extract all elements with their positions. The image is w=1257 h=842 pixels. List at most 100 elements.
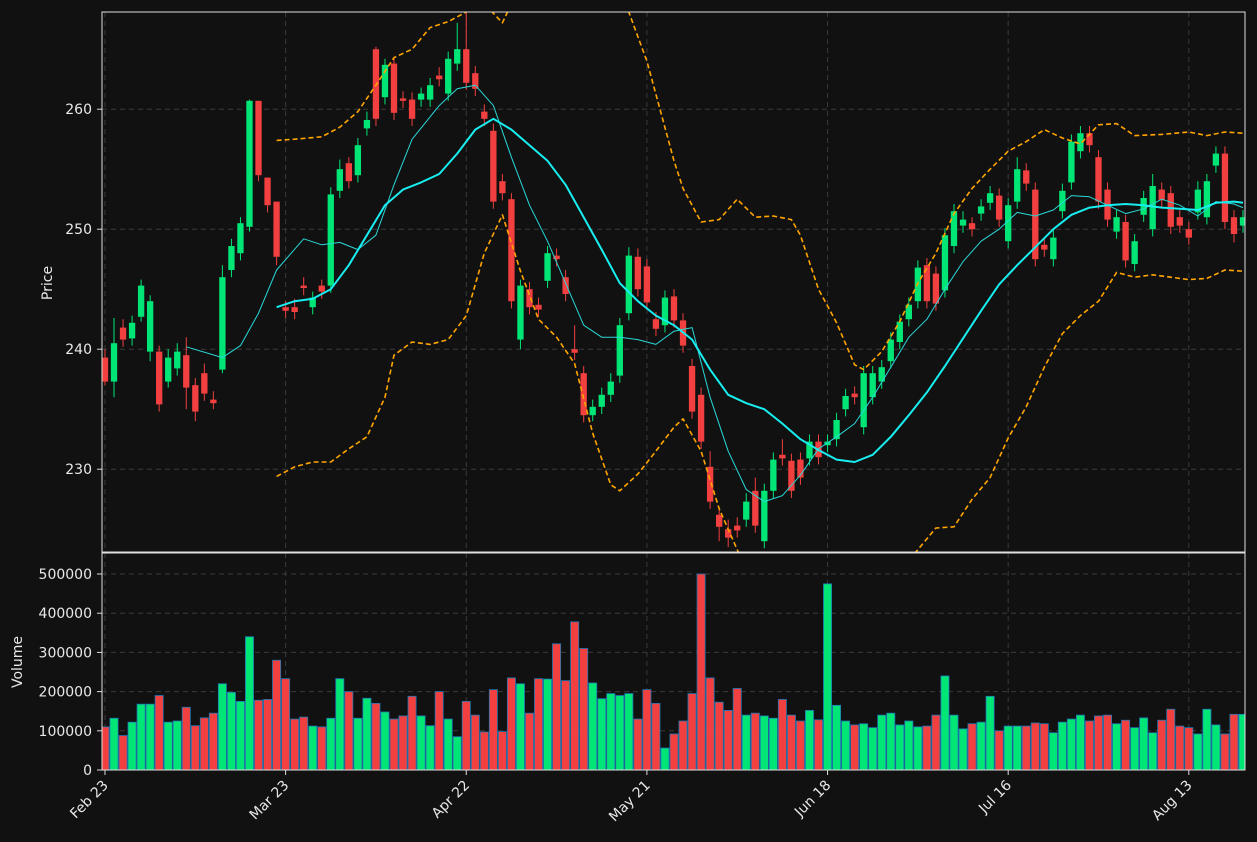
candle-body [779, 454, 786, 459]
candle-body [860, 373, 867, 428]
volume-bar [389, 718, 399, 770]
candle-body [1185, 229, 1192, 238]
candle-body [544, 253, 551, 281]
volume-bar [290, 718, 300, 770]
candle-body [806, 441, 813, 459]
candle-body [625, 255, 632, 314]
volume-bar [786, 714, 796, 770]
volume-bar [217, 683, 227, 770]
volume-bar [461, 701, 471, 770]
volume-bar [118, 735, 128, 770]
volume-bar [931, 714, 941, 770]
candle-body [381, 64, 389, 98]
volume-bar [1030, 722, 1040, 770]
volume-bar [1039, 723, 1049, 770]
candle-body [1095, 157, 1102, 202]
volume-bar [281, 678, 291, 770]
line-series [276, 12, 1244, 371]
volume-bar [263, 699, 273, 770]
candle-body [743, 501, 750, 520]
candle-body [102, 357, 109, 382]
y-tick-label: 300000 [39, 645, 92, 661]
candle-body [562, 277, 569, 294]
price-frame [101, 11, 1246, 553]
volume-bar [479, 731, 489, 770]
candle-body [941, 235, 949, 291]
candle-body [137, 285, 145, 317]
candle-body [1032, 189, 1039, 260]
volume-bar [570, 621, 580, 770]
candle-body [481, 111, 488, 119]
volume-bar [1085, 720, 1094, 770]
volume-bar [136, 703, 146, 770]
volume-bar [904, 720, 914, 770]
volume-bar [579, 648, 589, 770]
volume-bar [1012, 725, 1022, 770]
candle-body [219, 277, 226, 370]
candle-body [752, 490, 759, 526]
candle-body [580, 373, 587, 416]
volume-bar [506, 677, 516, 770]
candle-body [300, 285, 307, 288]
y-tick-label: 200000 [39, 685, 92, 701]
candle-body [1131, 241, 1138, 264]
candle-body [426, 85, 434, 100]
candle-body [1113, 217, 1120, 232]
volume-bar [723, 710, 733, 770]
candle-body [228, 246, 235, 270]
candle-body [652, 319, 660, 329]
volume-bar [642, 689, 652, 770]
volume-bar [272, 659, 282, 770]
volume-bar [588, 682, 598, 770]
candle-body [1068, 141, 1075, 183]
candle-body [318, 285, 325, 292]
candle-body [165, 357, 172, 382]
volume-bar [425, 725, 435, 770]
y-tick-label: 250 [65, 222, 92, 238]
volume-bar [335, 678, 345, 770]
y-tick-label: 100000 [39, 724, 92, 740]
volume-bar [696, 573, 706, 770]
volume-bar [407, 695, 417, 770]
candle-body [110, 343, 118, 382]
volume-bar [886, 712, 896, 770]
candle-body [192, 385, 199, 412]
candle-body [490, 130, 497, 202]
volume-bar [452, 736, 462, 770]
candle-body [896, 321, 903, 342]
candle-body [445, 58, 452, 94]
candle-body [417, 93, 425, 100]
volume-bar [624, 693, 634, 770]
volume-bar [732, 688, 742, 770]
volume-bar [1103, 714, 1112, 770]
volume-bar [190, 725, 200, 770]
candle-body [1005, 205, 1012, 242]
candle-body [616, 325, 623, 376]
candle-body [499, 181, 506, 194]
candle-body [399, 98, 407, 101]
volume-bar [172, 720, 182, 770]
volume-bar [1229, 713, 1239, 770]
candle-body [327, 194, 334, 286]
candle-body [734, 525, 741, 531]
candle-body [986, 193, 994, 203]
volume-bar [768, 717, 778, 770]
volume-bar [1193, 733, 1203, 770]
volume-bar [705, 677, 715, 770]
candle-body [869, 373, 876, 398]
candle-body [553, 255, 560, 260]
volume-bar [226, 691, 236, 770]
volume-bar [416, 715, 426, 770]
volume-plot [102, 553, 1245, 770]
candle-body [571, 349, 578, 353]
volume-bar [750, 712, 760, 770]
volume-bar [163, 721, 173, 770]
volume-bar [561, 680, 571, 770]
candle-body [363, 120, 371, 129]
volume-bar [362, 697, 372, 770]
volume-bar [1211, 724, 1221, 770]
candle-body [1221, 153, 1229, 222]
candle-body [1059, 190, 1066, 212]
volume-frame [101, 552, 1246, 771]
